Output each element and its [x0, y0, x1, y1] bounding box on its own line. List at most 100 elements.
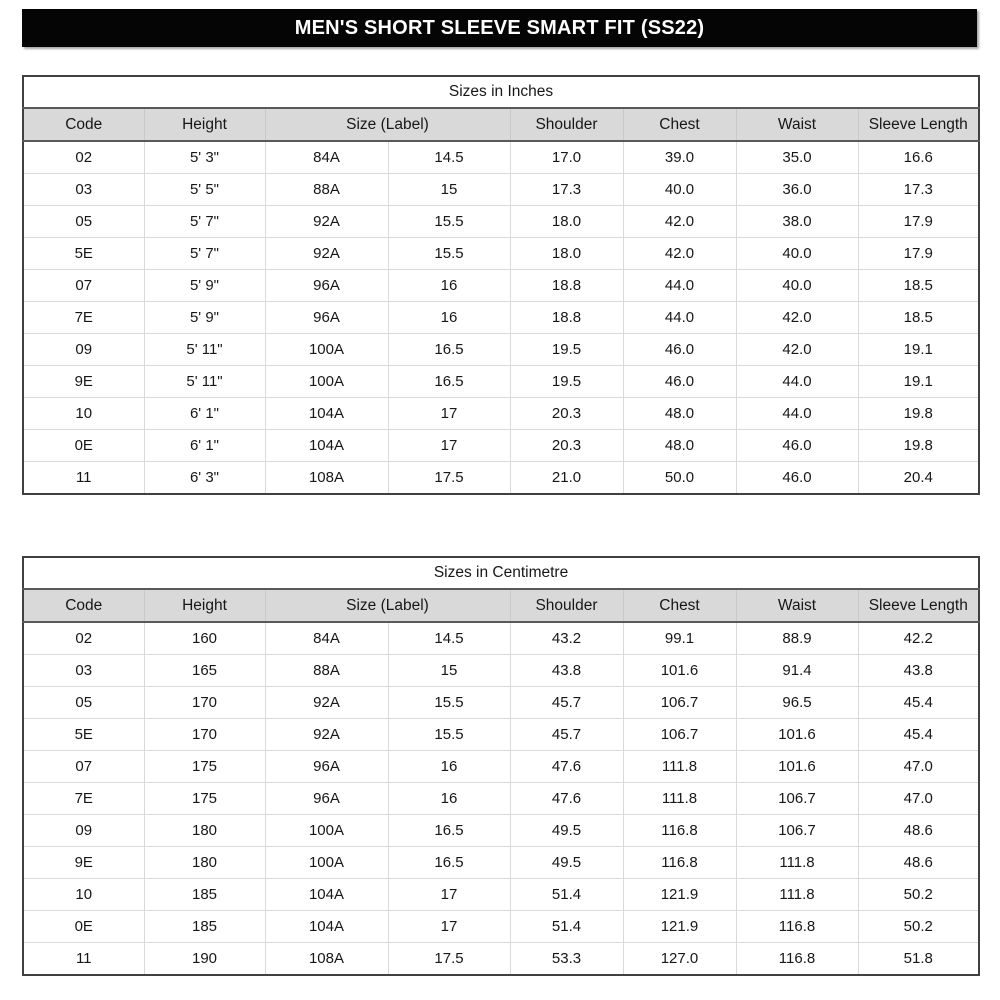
table-cell: 19.8	[857, 397, 979, 430]
table-sizes-in-centimetre: Sizes in Centimetre Code Height Size (La…	[22, 556, 981, 976]
table-cell: 6' 3"	[143, 461, 265, 494]
table-cell: 45.7	[509, 718, 623, 751]
table-cell: 88A	[264, 173, 388, 206]
table-cell: 111.8	[735, 846, 858, 879]
table-header-row: Code Height Size (Label) Shoulder Chest …	[23, 108, 979, 142]
table-cell: 16.5	[387, 846, 510, 879]
table-cell: 20.3	[509, 397, 623, 430]
table-cell: 44.0	[735, 397, 858, 430]
table-cell: 160	[143, 621, 265, 655]
table-cell: 20.4	[857, 461, 979, 494]
table-cell: 48.6	[857, 846, 980, 879]
table-cell: 5' 5"	[143, 173, 265, 206]
table-cell: 03	[23, 654, 144, 687]
table-cell: 116.8	[735, 942, 858, 975]
table-cell: 15	[387, 654, 510, 687]
table-cell: 101.6	[735, 750, 858, 783]
sizes-in-centimetre-table: Sizes in Centimetre Code Height Size (La…	[22, 556, 981, 976]
table-cell: 185	[143, 910, 265, 943]
table-cell: 15.5	[387, 205, 510, 238]
table-cell: 35.0	[735, 140, 858, 174]
page-title: MEN'S SHORT SLEEVE SMART FIT (SS22)	[22, 9, 977, 47]
table-cell: 96A	[264, 301, 388, 334]
table-cell: 17.3	[857, 173, 979, 206]
table-cell: 45.4	[857, 718, 980, 751]
table-cell: 84A	[264, 140, 388, 174]
column-header-height: Height	[143, 108, 265, 142]
table-cell: 07	[23, 269, 144, 302]
table-row: 02 160 84A 14.5 43.2 99.1 88.9 42.2	[23, 621, 980, 655]
table-row: 7E 5' 9" 96A 16 18.8 44.0 42.0 18.5	[23, 301, 979, 334]
table-row: 10 6' 1" 104A 17 20.3 48.0 44.0 19.8	[23, 397, 979, 430]
table-cell: 47.0	[857, 750, 980, 783]
table-cell: 02	[23, 621, 144, 655]
table-cell: 5' 3"	[143, 140, 265, 174]
table-cell: 17.9	[857, 237, 979, 270]
table-cell: 106.7	[622, 686, 736, 719]
table-cell: 100A	[264, 333, 388, 366]
table-cell: 165	[143, 654, 265, 687]
table-cell: 46.0	[622, 365, 736, 398]
table-cell: 99.1	[622, 621, 736, 655]
table-row: 0E 6' 1" 104A 17 20.3 48.0 46.0 19.8	[23, 429, 979, 462]
column-header-shoulder: Shoulder	[509, 108, 623, 142]
table-cell: 106.7	[622, 718, 736, 751]
table-cell: 51.4	[509, 878, 623, 911]
table-cell: 116.8	[622, 846, 736, 879]
table-row: 7E 175 96A 16 47.6 111.8 106.7 47.0	[23, 782, 980, 815]
column-header-code: Code	[23, 108, 144, 142]
table-cell: 5E	[23, 718, 144, 751]
table-cell: 48.0	[622, 429, 736, 462]
table-cell: 17.3	[509, 173, 623, 206]
table-cell: 19.5	[509, 365, 623, 398]
table-cell: 7E	[23, 301, 144, 334]
table-cell: 07	[23, 750, 144, 783]
column-header-height: Height	[143, 589, 265, 623]
table-cell: 100A	[264, 846, 388, 879]
column-header-chest: Chest	[622, 589, 736, 623]
table-cell: 96.5	[735, 686, 858, 719]
table-cell: 116.8	[735, 910, 858, 943]
table-cell: 5' 7"	[143, 205, 265, 238]
table-cell: 46.0	[735, 429, 858, 462]
table-cell: 92A	[264, 205, 388, 238]
table-cell: 170	[143, 718, 265, 751]
column-header-sleeve-length: Sleeve Length	[857, 108, 979, 142]
table-cell: 0E	[23, 910, 144, 943]
table-cell: 104A	[264, 397, 388, 430]
table-cell: 43.2	[509, 621, 623, 655]
table-row: 5E 5' 7" 92A 15.5 18.0 42.0 40.0 17.9	[23, 237, 979, 270]
column-header-shoulder: Shoulder	[509, 589, 623, 623]
table-cell: 19.1	[857, 365, 979, 398]
table-cell: 50.0	[622, 461, 736, 494]
table-cell: 42.2	[857, 621, 980, 655]
table-cell: 175	[143, 782, 265, 815]
table-title-row: Sizes in Inches	[23, 76, 979, 109]
table-cell: 180	[143, 814, 265, 847]
table-cell: 15	[387, 173, 510, 206]
table-cell: 92A	[264, 686, 388, 719]
table-cell: 111.8	[622, 750, 736, 783]
table-cell: 42.0	[735, 333, 858, 366]
table-cell: 42.0	[622, 205, 736, 238]
table-cell: 190	[143, 942, 265, 975]
table-cell: 185	[143, 878, 265, 911]
table-cell: 9E	[23, 846, 144, 879]
table-cell: 17.9	[857, 205, 979, 238]
table-cell: 17	[387, 429, 510, 462]
column-header-size-label: Size (Label)	[264, 108, 510, 142]
table-cell: 40.0	[735, 269, 858, 302]
table-row: 03 5' 5" 88A 15 17.3 40.0 36.0 17.3	[23, 173, 979, 206]
table-cell: 106.7	[735, 782, 858, 815]
table-cell: 36.0	[735, 173, 858, 206]
table-cell: 40.0	[622, 173, 736, 206]
table-cell: 47.0	[857, 782, 980, 815]
table-cell: 40.0	[735, 237, 858, 270]
table-row: 0E 185 104A 17 51.4 121.9 116.8 50.2	[23, 910, 980, 943]
table-cell: 16	[387, 301, 510, 334]
table-cell: 16.6	[857, 140, 979, 174]
table-cell: 16	[387, 750, 510, 783]
table-cell: 18.8	[509, 301, 623, 334]
table-row: 03 165 88A 15 43.8 101.6 91.4 43.8	[23, 654, 980, 687]
table-cell: 0E	[23, 429, 144, 462]
